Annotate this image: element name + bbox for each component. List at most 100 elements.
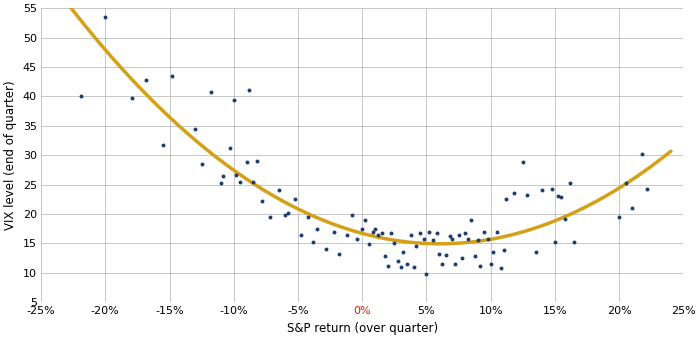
Point — [556, 195, 567, 200]
Point — [218, 173, 229, 178]
Point — [241, 159, 252, 164]
Point — [290, 197, 301, 202]
Point — [167, 73, 178, 79]
Point — [411, 243, 422, 249]
Y-axis label: VIX level (end of quarter): VIX level (end of quarter) — [4, 80, 18, 230]
Point — [568, 239, 580, 245]
Point — [498, 248, 509, 253]
Point — [642, 186, 653, 192]
Point — [224, 145, 235, 151]
Point — [247, 179, 258, 184]
Point — [308, 239, 319, 245]
Point — [419, 236, 430, 241]
Point — [550, 239, 561, 245]
Point — [447, 236, 458, 241]
Point — [475, 263, 486, 268]
Point — [479, 229, 490, 234]
Point — [444, 234, 455, 239]
Point — [264, 214, 275, 220]
Point — [99, 14, 111, 20]
Point — [370, 226, 381, 231]
Point — [282, 210, 293, 216]
Point — [312, 226, 323, 231]
Point — [500, 197, 512, 202]
Point — [547, 186, 558, 192]
Point — [440, 252, 452, 258]
Point — [459, 230, 470, 236]
Point — [508, 191, 519, 196]
Point — [382, 263, 393, 268]
Point — [496, 265, 507, 271]
Point — [244, 88, 255, 93]
Point — [485, 261, 496, 266]
Point — [434, 251, 445, 257]
Point — [457, 255, 468, 261]
Point — [491, 229, 503, 234]
Point — [251, 158, 262, 164]
Point — [234, 179, 246, 184]
Point — [127, 95, 138, 100]
Point — [614, 214, 625, 220]
Point — [256, 198, 267, 204]
Point — [376, 230, 387, 236]
Point — [517, 159, 528, 165]
Point — [488, 250, 499, 255]
Point — [346, 213, 358, 218]
Point — [190, 126, 201, 132]
Point — [279, 213, 290, 218]
Point — [158, 142, 169, 148]
Point — [402, 261, 413, 266]
Point — [367, 229, 378, 234]
Point — [427, 238, 438, 243]
Point — [530, 250, 541, 255]
Point — [228, 97, 239, 103]
Point — [521, 193, 532, 198]
Point — [552, 194, 563, 199]
Point — [431, 230, 442, 236]
Point — [196, 161, 207, 167]
Point — [637, 151, 648, 157]
Point — [356, 226, 368, 231]
Point — [385, 230, 396, 236]
Point — [273, 188, 284, 193]
Point — [372, 232, 384, 237]
Point — [341, 232, 352, 237]
Point — [380, 254, 391, 259]
Point — [453, 232, 464, 237]
Point — [414, 230, 426, 236]
Point — [205, 89, 216, 95]
Point — [421, 271, 432, 277]
Point — [359, 217, 370, 222]
Point — [482, 236, 493, 241]
Point — [424, 229, 435, 234]
Point — [405, 232, 416, 237]
Point — [626, 205, 638, 211]
Point — [328, 229, 339, 234]
Point — [295, 232, 306, 237]
Point — [389, 241, 400, 246]
Point — [449, 261, 461, 266]
Point — [473, 238, 484, 243]
Point — [408, 264, 419, 270]
Point — [398, 250, 409, 255]
Point — [393, 258, 404, 264]
Point — [620, 181, 631, 186]
Point — [462, 236, 473, 241]
Point — [231, 172, 242, 177]
Point — [216, 181, 227, 186]
Point — [75, 94, 86, 99]
Point — [321, 246, 332, 252]
Point — [363, 242, 374, 247]
Point — [466, 217, 477, 222]
X-axis label: S&P return (over quarter): S&P return (over quarter) — [287, 322, 438, 335]
Point — [536, 188, 547, 193]
Point — [565, 181, 576, 186]
Point — [333, 251, 344, 257]
Point — [559, 216, 570, 221]
Point — [302, 214, 314, 220]
Point — [395, 264, 407, 270]
Point — [436, 261, 447, 266]
Point — [470, 254, 481, 259]
Point — [141, 77, 152, 83]
Point — [351, 236, 363, 241]
